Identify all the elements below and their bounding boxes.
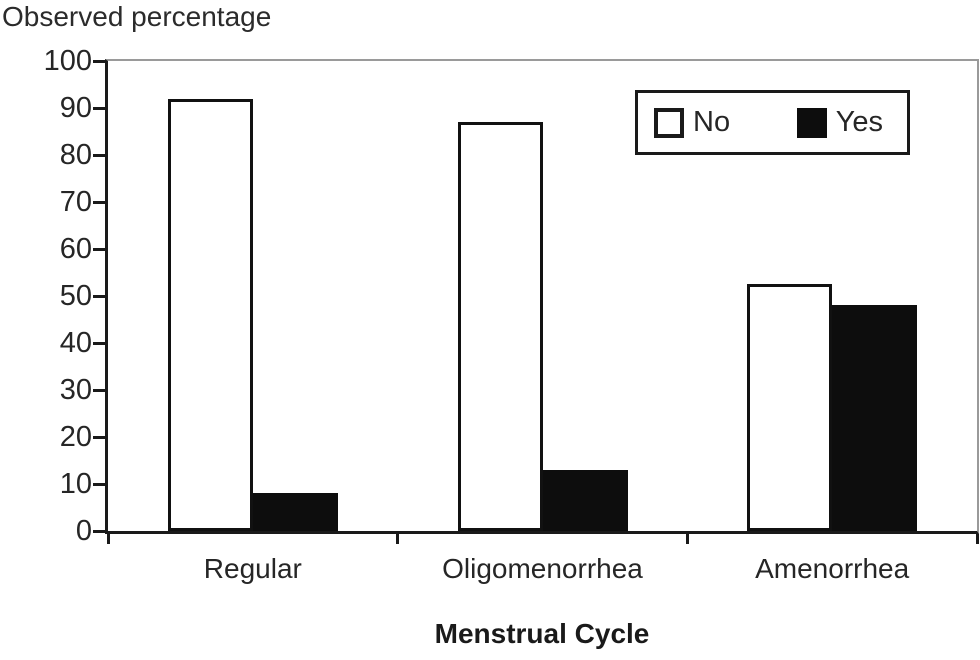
y-axis-tick xyxy=(93,153,105,157)
y-tick-label: 30 xyxy=(59,374,92,406)
y-axis-tick xyxy=(93,435,105,439)
x-axis-tick xyxy=(685,534,689,544)
y-tick-label: 50 xyxy=(59,280,92,312)
x-category-label: Oligomenorrhea xyxy=(442,553,643,584)
x-category-label: Amenorrhea xyxy=(755,553,910,584)
y-axis-tick xyxy=(93,106,105,110)
legend-swatch-no-icon xyxy=(654,107,684,138)
y-axis-tick xyxy=(93,529,105,533)
y-tick-label: 0 xyxy=(75,515,92,547)
bar-amenorrhea-yes xyxy=(832,305,918,531)
y-axis-tick xyxy=(93,341,105,345)
bar-oligomenorrhea-yes xyxy=(542,469,628,531)
y-axis-title: Observed percentage xyxy=(2,1,272,32)
y-axis-tick xyxy=(93,200,105,204)
y-tick-label: 60 xyxy=(59,233,92,265)
bar-regular-no xyxy=(167,98,253,531)
y-tick-label: 90 xyxy=(59,92,92,124)
x-axis-tick xyxy=(975,534,979,544)
y-tick-label: 40 xyxy=(59,327,92,359)
bar-regular-yes xyxy=(252,493,338,531)
y-tick-label: 100 xyxy=(43,45,92,77)
y-axis-tick xyxy=(93,247,105,251)
y-tick-label: 80 xyxy=(59,139,92,171)
legend: No Yes xyxy=(635,90,910,155)
bar-amenorrhea-no xyxy=(747,284,833,531)
y-axis-tick xyxy=(93,294,105,298)
x-axis-tick xyxy=(106,534,110,544)
x-category-label: Regular xyxy=(203,553,302,584)
plot-area: 0 10 20 30 40 50 60 70 80 90 100 Regular Oligomenorr… xyxy=(44,45,979,584)
x-axis-title: Menstrual Cycle xyxy=(434,618,650,649)
y-tick-label: 10 xyxy=(59,468,92,500)
y-axis-tick xyxy=(93,482,105,486)
legend-label: Yes xyxy=(835,106,883,138)
y-tick-label: 20 xyxy=(59,421,92,453)
legend-swatch-yes-icon xyxy=(796,107,827,138)
legend-item-yes: Yes xyxy=(796,106,883,139)
bar-oligomenorrhea-no xyxy=(457,122,543,531)
y-axis-tick xyxy=(93,59,105,63)
x-axis-tick xyxy=(396,534,400,544)
y-tick-label: 70 xyxy=(59,186,92,218)
legend-label: No xyxy=(693,106,731,138)
y-axis-tick xyxy=(93,388,105,392)
legend-item-no: No xyxy=(654,106,730,139)
